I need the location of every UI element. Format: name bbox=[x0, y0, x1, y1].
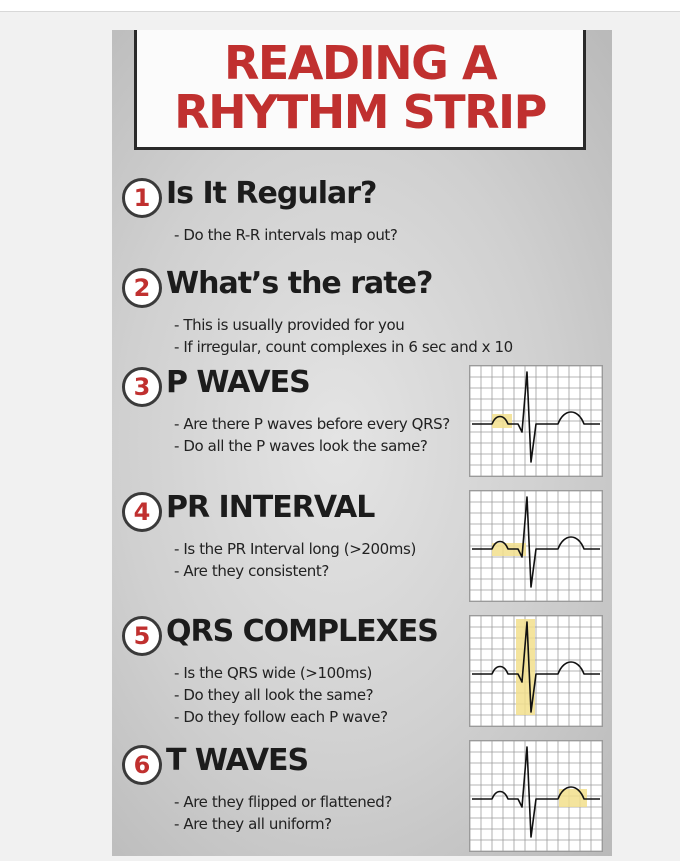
ecg-trace bbox=[472, 496, 600, 588]
step-number-badge: 5 bbox=[122, 616, 162, 656]
bullet-item: - Do they all look the same? bbox=[174, 686, 374, 704]
ecg-grid bbox=[470, 366, 602, 476]
title-line-2: RHYTHM STRIP bbox=[174, 85, 547, 139]
step-heading: PR INTERVAL bbox=[166, 490, 375, 525]
top-bar bbox=[0, 0, 680, 12]
step-bullets: - Is the PR Interval long (>200ms) - Are… bbox=[174, 538, 416, 582]
title-line-1: READING A bbox=[223, 36, 498, 90]
step-bullets: - This is usually provided for you - If … bbox=[174, 314, 513, 358]
ecg-qrs-diagram bbox=[469, 615, 603, 727]
step-heading: QRS COMPLEXES bbox=[166, 614, 439, 649]
step-number-badge: 4 bbox=[122, 492, 162, 532]
ecg-trace bbox=[472, 621, 600, 713]
ecg-p-wave-diagram bbox=[469, 365, 603, 477]
step-number-badge: 1 bbox=[122, 178, 162, 218]
ecg-trace bbox=[472, 746, 600, 838]
step-heading: T WAVES bbox=[166, 743, 309, 778]
step-number-badge: 3 bbox=[122, 367, 162, 407]
bullet-item: - This is usually provided for you bbox=[174, 316, 405, 334]
bullet-item: - Are there P waves before every QRS? bbox=[174, 415, 450, 433]
ecg-pr-interval-diagram bbox=[469, 490, 603, 602]
step-number-badge: 2 bbox=[122, 268, 162, 308]
bullet-item: - Do all the P waves look the same? bbox=[174, 437, 428, 455]
ecg-t-wave-diagram bbox=[469, 740, 603, 852]
bullet-item: - Are they flipped or flattened? bbox=[174, 793, 392, 811]
bullet-item: - Is the PR Interval long (>200ms) bbox=[174, 540, 416, 558]
infographic-poster: READING A RHYTHM STRIP 1 Is It Regular? … bbox=[112, 30, 612, 856]
ecg-trace bbox=[472, 371, 600, 463]
step-heading: What’s the rate? bbox=[166, 266, 433, 301]
ecg-grid bbox=[470, 741, 602, 851]
bullet-item: - Is the QRS wide (>100ms) bbox=[174, 664, 372, 682]
t-wave-highlight bbox=[559, 789, 587, 807]
step-bullets: - Are there P waves before every QRS? - … bbox=[174, 413, 450, 457]
title-box: READING A RHYTHM STRIP bbox=[134, 30, 586, 150]
bullet-item: - Are they all uniform? bbox=[174, 815, 332, 833]
step-bullets: - Is the QRS wide (>100ms) - Do they all… bbox=[174, 662, 388, 728]
bullet-item: - Do the R-R intervals map out? bbox=[174, 226, 398, 244]
step-heading: P WAVES bbox=[166, 365, 311, 400]
step-heading: Is It Regular? bbox=[166, 176, 377, 211]
step-bullets: - Do the R-R intervals map out? bbox=[174, 224, 398, 246]
step-bullets: - Are they flipped or flattened? - Are t… bbox=[174, 791, 392, 835]
step-number-badge: 6 bbox=[122, 745, 162, 785]
bullet-item: - If irregular, count complexes in 6 sec… bbox=[174, 338, 513, 356]
bullet-item: - Do they follow each P wave? bbox=[174, 708, 388, 726]
bullet-item: - Are they consistent? bbox=[174, 562, 329, 580]
